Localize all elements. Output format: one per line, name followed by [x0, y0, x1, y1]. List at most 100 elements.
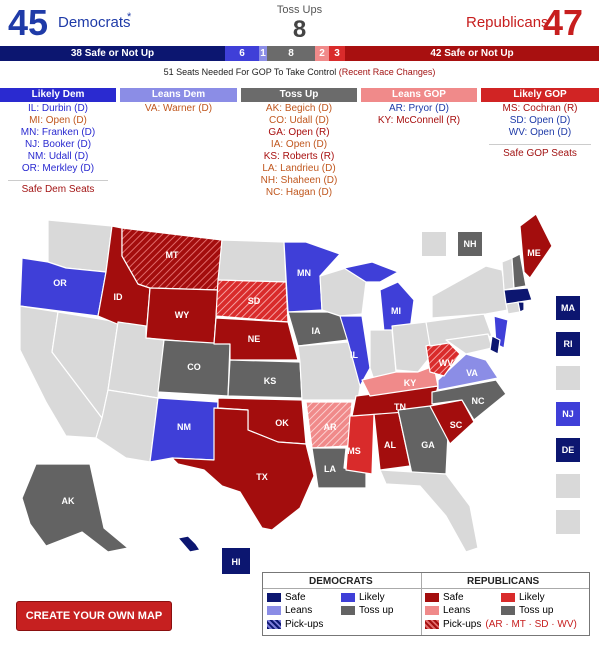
race-link[interactable]: KY: McConnell (R): [377, 115, 461, 126]
leans-gop-column: AR: Pryor (D) KY: McConnell (R): [361, 103, 477, 127]
box-md[interactable]: [556, 474, 580, 498]
race-link[interactable]: NH: Shaheen (D): [260, 175, 338, 186]
state-ma[interactable]: [503, 287, 533, 305]
state-il[interactable]: [339, 315, 371, 387]
box-ri[interactable]: [556, 332, 580, 356]
state-mi[interactable]: [379, 281, 415, 333]
seats-needed-text: 51 Seats Needed For GOP To Take Control: [163, 67, 337, 77]
label-de: DE: [562, 445, 575, 455]
recent-race-changes-link[interactable]: (Recent Race Changes): [338, 67, 436, 77]
race-link[interactable]: WV: Open (D): [508, 127, 572, 138]
likely-gop-column: MS: Cochran (R) SD: Open (D) WV: Open (D…: [481, 103, 599, 160]
race-link[interactable]: IA: Open (D): [270, 139, 328, 150]
box-nh[interactable]: [458, 232, 482, 256]
safe-gop-segment: 42 Safe or Not Up: [345, 46, 599, 61]
rep-label: Republicans: [466, 14, 549, 31]
legend-leans-gop: Leans: [425, 605, 470, 616]
label-nh: NH: [464, 239, 477, 249]
likely-dem-column: IL: Durbin (D) MI: Open (D) MN: Franken …: [0, 103, 116, 196]
box-hi[interactable]: [222, 548, 250, 574]
race-link[interactable]: OR: Merkley (D): [21, 163, 95, 174]
race-link[interactable]: NC: Hagan (D): [265, 187, 333, 198]
label-ks: KS: [264, 376, 277, 386]
state-va[interactable]: [437, 353, 499, 391]
race-link[interactable]: KS: Roberts (R): [263, 151, 335, 162]
label-mt: MT: [166, 250, 179, 260]
legend-gop-pickups: Pick-ups (AR · MT · SD · WV): [425, 619, 577, 630]
state-de[interactable]: [489, 335, 501, 355]
label-nm: NM: [177, 422, 191, 432]
dem-label: Democrats: [58, 14, 131, 31]
label-hi: HI: [232, 557, 241, 567]
label-ri: RI: [564, 339, 573, 349]
box-de[interactable]: [556, 438, 580, 462]
race-link[interactable]: IL: Durbin (D): [27, 103, 88, 114]
race-link[interactable]: CO: Udall (D): [268, 115, 329, 126]
state-mi-up[interactable]: [343, 261, 399, 283]
race-link[interactable]: MI: Open (D): [29, 115, 87, 126]
create-your-own-map-button[interactable]: CREATE YOUR OWN MAP: [16, 601, 172, 631]
label-ak: AK: [62, 496, 75, 506]
label-id: ID: [114, 292, 124, 302]
label-or: OR: [53, 278, 67, 288]
label-ok: OK: [275, 418, 289, 428]
leans-dem-column: VA: Warner (D): [120, 103, 237, 115]
state-hi[interactable]: [177, 535, 201, 553]
likely-dem-segment: 6: [225, 46, 259, 61]
state-ga[interactable]: [397, 405, 449, 475]
state-nh[interactable]: [511, 253, 527, 289]
race-link[interactable]: VA: Warner (D): [144, 103, 213, 114]
legend-safe-gop: Safe: [425, 592, 464, 603]
state-nd[interactable]: [217, 239, 287, 283]
label-me: ME: [527, 248, 541, 258]
label-va: VA: [466, 368, 478, 378]
legend-likely-dem: Likely: [341, 592, 385, 603]
dem-footnote-star: *: [127, 11, 132, 23]
box-nj[interactable]: [556, 402, 580, 426]
box-vt[interactable]: [422, 232, 446, 256]
race-link[interactable]: AR: Pryor (D): [389, 103, 449, 114]
leans-gop-segment: 2: [315, 46, 329, 61]
label-tx: TX: [256, 472, 268, 482]
box-ct[interactable]: [556, 366, 580, 390]
legend-likely-gop: Likely: [501, 592, 545, 603]
state-oh[interactable]: [391, 321, 435, 373]
state-ms[interactable]: [345, 413, 375, 475]
label-ky: KY: [404, 378, 417, 388]
legend-toss-gop: Toss up: [501, 605, 553, 616]
state-tx[interactable]: [171, 407, 315, 531]
race-link[interactable]: SD: Open (D): [509, 115, 571, 126]
box-dc[interactable]: [556, 510, 580, 534]
state-fl[interactable]: [379, 469, 479, 553]
label-ar: AR: [324, 422, 337, 432]
state-az[interactable]: [95, 389, 159, 463]
box-ma[interactable]: [556, 296, 580, 320]
tossup-column: AK: Begich (D) CO: Udall (D) GA: Open (R…: [241, 103, 357, 199]
label-ne: NE: [248, 334, 261, 344]
safe-dem-seats-link[interactable]: Safe Dem Seats: [8, 180, 108, 196]
state-ny[interactable]: [431, 265, 509, 319]
leans-dem-header: Leans Dem: [120, 88, 237, 102]
state-nc[interactable]: [431, 379, 507, 421]
state-me[interactable]: [519, 213, 553, 279]
likely-dem-header: Likely Dem: [0, 88, 116, 102]
label-wy: WY: [175, 310, 190, 320]
race-link[interactable]: GA: Open (R): [268, 127, 330, 138]
label-ga: GA: [421, 440, 435, 450]
tossup-count: 8: [292, 16, 307, 43]
label-tn: TN: [394, 402, 406, 412]
dem-seat-count: 45: [8, 2, 49, 43]
legend-divider: [263, 588, 589, 589]
race-link[interactable]: NJ: Booker (D): [24, 139, 92, 150]
state-ri[interactable]: [517, 301, 525, 313]
label-ms: MS: [347, 446, 361, 456]
state-wa[interactable]: [47, 219, 113, 273]
safe-gop-seats-link[interactable]: Safe GOP Seats: [489, 144, 591, 160]
race-link[interactable]: AK: Begich (D): [265, 103, 333, 114]
race-link[interactable]: MN: Franken (D): [20, 127, 96, 138]
state-ak[interactable]: [21, 463, 129, 553]
race-link[interactable]: MS: Cochran (R): [502, 103, 578, 114]
label-al: AL: [384, 440, 396, 450]
race-link[interactable]: NM: Udall (D): [27, 151, 89, 162]
race-link[interactable]: LA: Landrieu (D): [262, 163, 336, 174]
